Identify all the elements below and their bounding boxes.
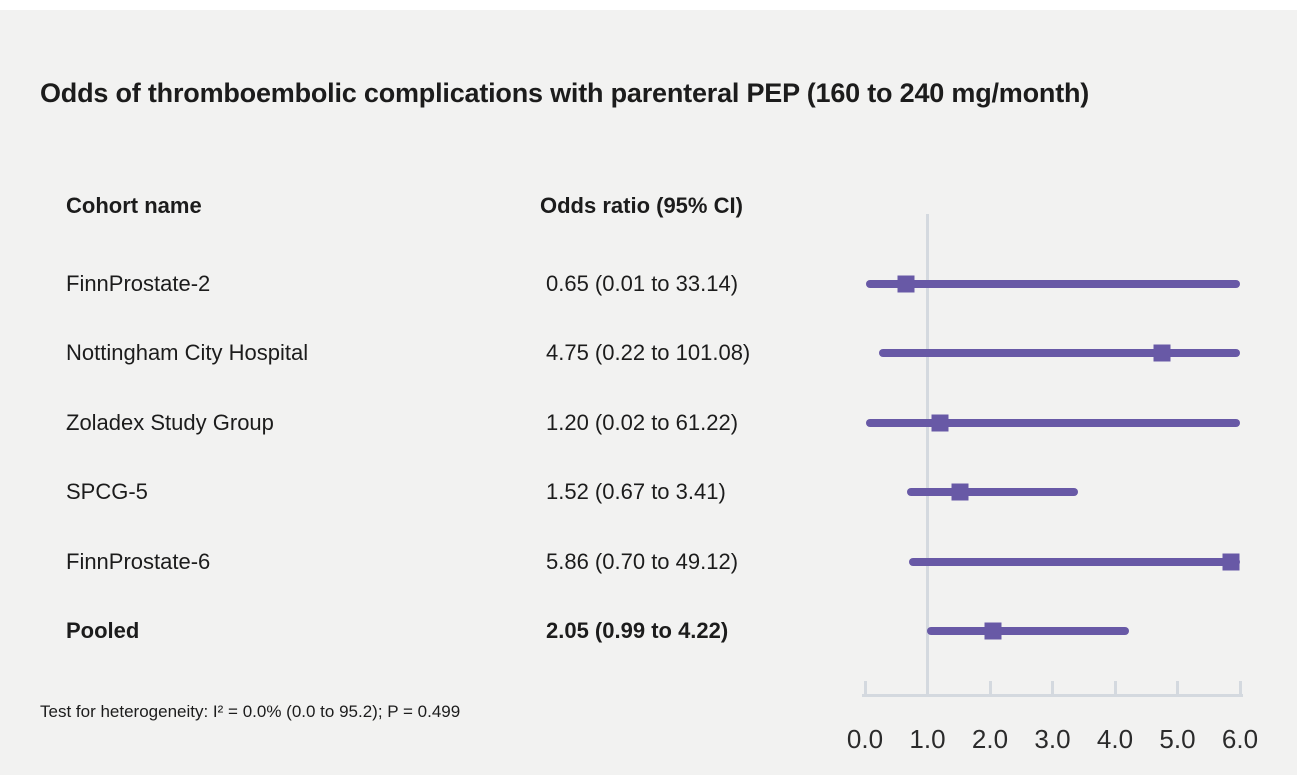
odds-ratio-marker (1222, 553, 1240, 571)
x-axis-tick (926, 681, 929, 694)
odds-ratio-marker (1153, 344, 1171, 362)
x-axis-tick (1176, 681, 1179, 694)
odds-ratio-value: 2.05 (0.99 to 4.22) (546, 618, 729, 643)
x-axis-tick-label: 5.0 (1159, 724, 1196, 754)
odds-ratio-value: 4.75 (0.22 to 101.08) (546, 340, 751, 365)
odds-ratio-marker (951, 483, 969, 501)
odds-ratio-value: 5.86 (0.70 to 49.12) (546, 549, 739, 574)
x-axis-tick-label: 4.0 (1096, 724, 1134, 754)
x-axis-tick (863, 681, 867, 694)
column-header-cohort-name: Cohort name (66, 193, 202, 218)
chart-title: Odds of thromboembolic complications wit… (40, 78, 1090, 108)
reference-line-or-1 (926, 214, 929, 694)
x-axis-tick (1113, 681, 1117, 694)
pooled-estimate-marker (984, 622, 1002, 640)
confidence-interval-line (906, 488, 1079, 496)
column-header-odds-ratio: Odds ratio (95% CI) (540, 193, 743, 218)
x-axis-tick (1051, 681, 1054, 694)
odds-ratio-value: 0.65 (0.01 to 33.14) (546, 271, 739, 296)
cohort-name: Nottingham City Hospital (66, 340, 309, 365)
odds-ratio-marker (931, 414, 949, 432)
cohort-name: FinnProstate-6 (66, 549, 211, 574)
x-axis-tick (988, 681, 992, 694)
cohort-name: Pooled (66, 618, 140, 643)
forest-plot-panel: Odds of thromboembolic complications wit… (0, 10, 1297, 775)
odds-ratio-value: 1.52 (0.67 to 3.41) (546, 479, 726, 504)
confidence-interval-line (866, 419, 1240, 427)
cohort-name: FinnProstate-2 (66, 271, 211, 296)
x-axis-tick-label: 2.0 (971, 724, 1009, 754)
cohort-name: Zoladex Study Group (66, 410, 274, 435)
x-axis-tick (1238, 681, 1242, 694)
odds-ratio-marker (897, 275, 915, 293)
odds-ratio-value: 1.20 (0.02 to 61.22) (546, 410, 739, 435)
x-axis-baseline (862, 694, 1243, 697)
cohort-name: SPCG-5 (66, 479, 148, 504)
heterogeneity-footnote: Test for heterogeneity: I² = 0.0% (0.0 t… (40, 702, 461, 721)
x-axis-tick-label: 3.0 (1034, 724, 1071, 754)
confidence-interval-line (878, 349, 1240, 357)
x-axis-tick-label: 1.0 (909, 724, 946, 754)
x-axis-tick-label: 6.0 (1221, 724, 1259, 754)
confidence-interval-line (908, 558, 1240, 566)
confidence-interval-line (926, 627, 1129, 635)
x-axis-tick-label: 0.0 (846, 724, 884, 754)
confidence-interval-line (865, 280, 1240, 288)
